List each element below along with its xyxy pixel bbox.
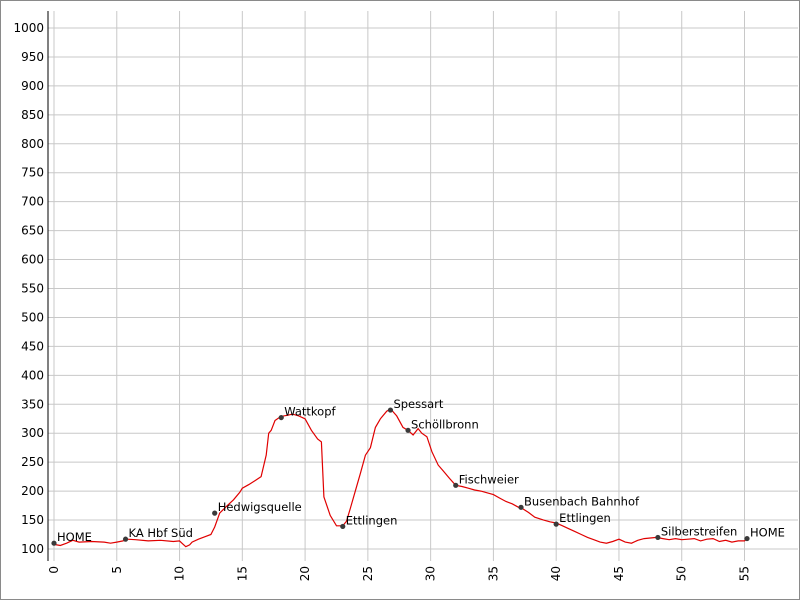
y-tick-label: 400 bbox=[21, 368, 44, 382]
profile-layer bbox=[53, 408, 748, 548]
y-tick-label: 450 bbox=[21, 339, 44, 353]
y-tick-label: 650 bbox=[21, 224, 44, 238]
x-tick-label: 30 bbox=[424, 566, 438, 581]
waypoint-label: Silberstreifen bbox=[661, 524, 737, 538]
waypoint-label: Spessart bbox=[393, 397, 443, 411]
y-tick-label: 750 bbox=[21, 166, 44, 180]
waypoint-marker bbox=[453, 482, 459, 488]
waypoint-marker bbox=[553, 521, 559, 527]
y-tick-label: 700 bbox=[21, 195, 44, 209]
x-tick-label: 50 bbox=[675, 566, 689, 581]
y-tick-label: 150 bbox=[21, 513, 44, 527]
x-tick-label: 10 bbox=[173, 566, 187, 581]
y-tick-label: 500 bbox=[21, 310, 44, 324]
x-tick-label: 55 bbox=[738, 566, 752, 581]
x-tick-label: 40 bbox=[549, 566, 563, 581]
waypoint-label: HOME bbox=[750, 526, 785, 540]
waypoint-label: HOME bbox=[57, 530, 92, 544]
y-tick-label: 1000 bbox=[13, 21, 44, 35]
axis-layer: 0 5 10 15 20 25 30 35 40 45 50 55 100 150 200 250 300 350… bbox=[13, 11, 752, 581]
waypoint-marker bbox=[122, 536, 129, 542]
waypoint-label: Schöllbronn bbox=[411, 417, 479, 431]
x-tick-label: 20 bbox=[298, 566, 312, 581]
y-tick-label: 600 bbox=[21, 253, 44, 267]
y-tick-label: 850 bbox=[21, 108, 44, 122]
grid-layer bbox=[48, 11, 798, 561]
y-tick-label: 250 bbox=[21, 455, 44, 469]
waypoint-marker bbox=[405, 427, 411, 433]
waypoint-label: Ettlingen bbox=[346, 513, 398, 527]
waypoint-marker bbox=[51, 540, 57, 546]
y-tick-label: 550 bbox=[21, 282, 44, 296]
waypoint-label: Ettlingen bbox=[559, 511, 611, 525]
y-tick-label: 950 bbox=[21, 50, 44, 64]
waypoint-label: KA Hbf Süd bbox=[129, 526, 193, 540]
waypoint-label: Busenbach Bahnhof bbox=[524, 494, 640, 508]
waypoint-marker bbox=[278, 414, 284, 421]
x-tick-label: 35 bbox=[486, 566, 500, 581]
waypoint-marker bbox=[387, 407, 394, 413]
y-tick-label: 300 bbox=[21, 426, 44, 440]
y-tick-label: 800 bbox=[21, 137, 44, 151]
waypoint-layer: HOME KA Hbf Süd Hedwigsquelle Wattkopf Ettli… bbox=[51, 397, 785, 546]
x-tick-label: 45 bbox=[612, 566, 626, 581]
x-tick-label: 0 bbox=[47, 566, 61, 574]
waypoint-marker bbox=[340, 523, 346, 530]
y-tick-label: 100 bbox=[21, 542, 44, 556]
waypoint-marker bbox=[518, 504, 524, 510]
y-tick-label: 350 bbox=[21, 397, 44, 411]
waypoint-marker bbox=[655, 534, 661, 541]
x-tick-label: 25 bbox=[361, 566, 375, 581]
y-tick-label: 200 bbox=[21, 484, 44, 498]
x-tick-label: 15 bbox=[235, 566, 249, 581]
waypoint-marker bbox=[744, 535, 750, 542]
elevation-profile-line bbox=[53, 408, 748, 548]
waypoint-label: Fischweier bbox=[459, 472, 519, 486]
waypoint-label: Wattkopf bbox=[284, 405, 336, 419]
x-tick-label: 5 bbox=[110, 566, 124, 574]
y-tick-label: 900 bbox=[21, 79, 44, 93]
waypoint-label: Hedwigsquelle bbox=[218, 500, 302, 514]
waypoint-marker bbox=[212, 510, 218, 516]
